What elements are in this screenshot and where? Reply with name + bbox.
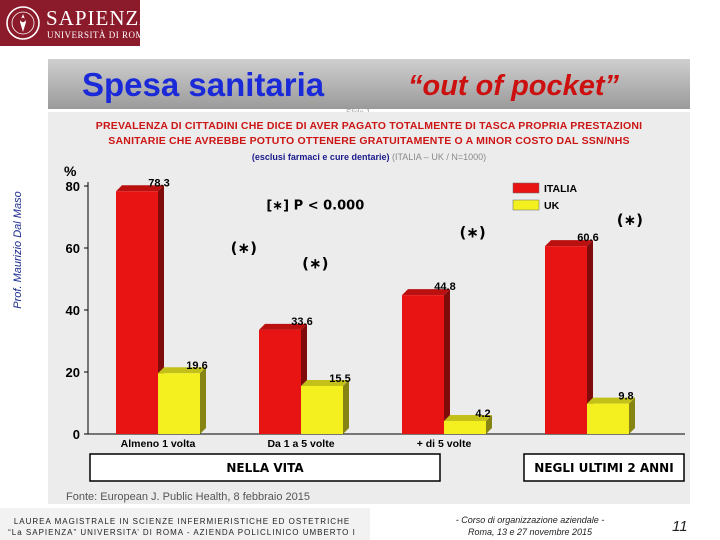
- group-box: [523, 453, 685, 482]
- bar-top: [259, 323, 307, 330]
- data-label: 44.8: [434, 281, 455, 293]
- data-label: 60.6: [577, 232, 598, 244]
- group-box-label: NELLA VITA: [226, 461, 304, 475]
- data-label: 33.6: [291, 316, 312, 328]
- data-label: 15.5: [329, 373, 350, 385]
- bar-side: [629, 397, 635, 434]
- y-tick-label: 20: [66, 365, 80, 380]
- y-tick-label: 80: [66, 179, 80, 194]
- data-label: 9.8: [618, 391, 633, 403]
- y-tick-label: 0: [73, 427, 80, 442]
- bar-side: [200, 367, 206, 434]
- category-label: Almeno 1 volta: [121, 438, 196, 450]
- chart-subtitle-note: (esclusi farmaci e cure dentarie) (ITALI…: [48, 152, 690, 162]
- footer-left-panel: [0, 508, 370, 540]
- bar: [545, 246, 587, 434]
- note-sample: (ITALIA – UK / N=1000): [391, 152, 487, 162]
- bar-side: [587, 240, 593, 434]
- sapienza-logo: SAPIENZA UNIVERSITÀ DI ROMA: [0, 0, 155, 46]
- footer-university: “La SAPIENZA” UNIVERSITA’ DI ROMA - AZIE…: [8, 528, 356, 537]
- bar: [259, 329, 301, 434]
- bar-top: [587, 397, 635, 404]
- legend-swatch: [512, 199, 540, 211]
- chart-annotation: (∗): [302, 255, 328, 273]
- bar-side: [444, 289, 450, 434]
- chart-source: Fonte: European J. Public Health, 8 febb…: [66, 491, 310, 503]
- bar: [116, 191, 158, 434]
- data-label: 78.3: [148, 177, 169, 189]
- note-exclusions: (esclusi farmaci e cure dentarie): [251, 152, 390, 162]
- data-label: 4.2: [475, 408, 490, 420]
- footer-degree: LAUREA MAGISTRALE IN SCIENZE INFERMIERIS…: [13, 517, 351, 526]
- legend-label: ITALIA: [544, 183, 577, 195]
- bar-top: [402, 289, 450, 296]
- group-box: [89, 453, 441, 482]
- title-bar: [48, 59, 690, 109]
- category-label: + di 5 volte: [417, 438, 472, 450]
- bar-top: [444, 414, 492, 421]
- logo-subtitle: UNIVERSITÀ DI ROMA: [47, 30, 151, 40]
- bar: [301, 385, 343, 434]
- page-number: 11: [672, 518, 688, 535]
- bar-top: [158, 367, 206, 374]
- data-label: 19.6: [186, 360, 207, 372]
- bar: [587, 403, 629, 434]
- chart-annotation: [∗] P < 0.000: [266, 199, 364, 214]
- university-seal-icon: [6, 6, 40, 40]
- chart-annotation: (∗): [231, 239, 257, 257]
- legend-swatch: [512, 182, 540, 194]
- legend-label: UK: [544, 200, 560, 212]
- footer-date: Roma, 13 e 27 novembre 2015: [467, 527, 593, 537]
- bar: [444, 420, 486, 434]
- group-box-label: NEGLI ULTIMI 2 ANNI: [534, 461, 673, 475]
- bar: [158, 373, 200, 434]
- bar: [402, 295, 444, 434]
- bar-side: [343, 379, 349, 434]
- chart-subtitle-line1: PREVALENZA DI CITTADINI CHE DICE DI AVER…: [95, 120, 643, 132]
- y-tick-label: 40: [66, 303, 80, 318]
- chart-annotation: (∗): [617, 211, 643, 229]
- bar-top: [301, 379, 349, 386]
- chart-annotation: (∗): [459, 224, 485, 242]
- category-label: Da 1 a 5 volte: [267, 438, 334, 450]
- footer-course: - Corso di organizzazione aziendale -: [455, 515, 605, 525]
- bar-top: [545, 240, 593, 247]
- logo-name: SAPIENZA: [46, 6, 156, 30]
- bar-top: [116, 185, 164, 192]
- page-title: Spesa sanitaria: [82, 66, 325, 103]
- y-tick-label: 60: [66, 241, 80, 256]
- chart-subtitle-line2: SANITARIE CHE AVREBBE POTUTO OTTENERE GR…: [108, 135, 630, 147]
- bar-side: [486, 414, 492, 434]
- page-title-quote: “out of pocket”: [408, 70, 620, 102]
- y-axis-label: %: [64, 163, 77, 179]
